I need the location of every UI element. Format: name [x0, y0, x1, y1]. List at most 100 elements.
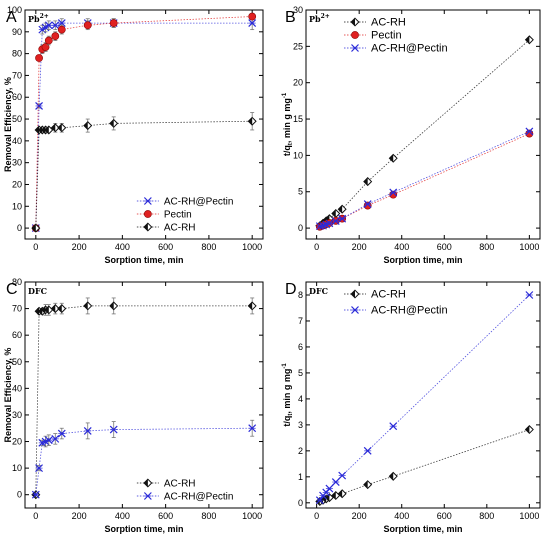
y-axis-title: t/qt, min g mg-1 [282, 92, 294, 156]
data-point [31, 490, 40, 499]
y-tick-label: 90 [12, 27, 22, 37]
data-point [388, 471, 398, 481]
legend-label: AC-RH@Pectin [371, 43, 448, 55]
data-point [247, 301, 257, 311]
legend-label: AC-RH [371, 289, 406, 301]
y-tick-label: 2 [298, 446, 303, 456]
data-point [35, 54, 43, 62]
legend-label: AC-RH@Pectin [371, 305, 448, 317]
y-tick-label: 80 [12, 277, 22, 287]
data-point [389, 190, 398, 199]
x-tick-label: 600 [437, 511, 452, 521]
series-line [35, 305, 253, 495]
data-point [57, 123, 67, 133]
x-tick-label: 0 [314, 511, 319, 521]
y-tick-label: 30 [293, 5, 303, 15]
legend-item: AC-RH [136, 222, 196, 234]
inset-label: Pb2+ [309, 13, 330, 24]
y-tick-label: 50 [12, 114, 22, 124]
x-tick-label: 600 [437, 242, 452, 252]
chart-panel-d: 0 200 400 600 800 1000 0 1 2 3 4 5 6 7 8 Sorption time,… [282, 281, 541, 534]
data-point [363, 177, 373, 187]
data-point [248, 19, 257, 28]
legend-item: AC-RH [344, 17, 406, 29]
data-point [57, 304, 67, 314]
data-point [50, 123, 60, 133]
legend-item: AC-RH@Pectin [344, 305, 448, 317]
legend-label: Pectin [371, 30, 402, 42]
data-point [524, 35, 534, 45]
x-tick-label: 1000 [242, 511, 262, 521]
y-tick-label: 10 [12, 463, 22, 473]
data-point [363, 201, 372, 210]
x-tick-label: 800 [479, 511, 494, 521]
series-ac-rh-pectin [31, 419, 257, 499]
x-axis-title: Sorption time, min [104, 524, 183, 534]
inset-label: DFC [309, 286, 328, 296]
series-ac-rh [31, 297, 257, 500]
x-tick-label: 200 [72, 242, 87, 252]
x-tick-label: 200 [352, 511, 367, 521]
data-point [44, 125, 54, 135]
x-tick-label: 200 [72, 511, 87, 521]
y-tick-label: 80 [12, 49, 22, 59]
series-line [319, 294, 530, 501]
legend: AC-RH AC-RH@Pectin [344, 289, 448, 317]
series-ac-rh-pectin [315, 291, 534, 505]
data-point [525, 291, 534, 299]
series-ac-rh [315, 35, 534, 231]
plot-frame [24, 9, 264, 240]
legend-label: AC-RH [164, 479, 196, 490]
y-tick-label: 40 [12, 383, 22, 393]
data-point [524, 425, 534, 435]
data-point [363, 200, 372, 209]
y-tick-label: 100 [7, 5, 22, 15]
data-point [44, 36, 53, 45]
data-point [315, 496, 324, 505]
y-axis-title: Removal Efficiency, % [3, 77, 13, 172]
y-tick-label: 0 [298, 223, 303, 233]
chart-panel-a: 0 200 400 600 800 1000 0 10 20 30 40 50 60 70 80 90 100 S… [3, 5, 264, 265]
data-point [35, 464, 43, 473]
x-tick-label: 400 [394, 511, 409, 521]
x-tick-label: 0 [33, 242, 38, 252]
y-tick-label: 70 [12, 304, 22, 314]
x-tick-label: 0 [33, 511, 38, 521]
x-tick-label: 600 [158, 511, 173, 521]
inset-label: Pb2+ [28, 13, 49, 24]
legend-label: AC-RH [164, 223, 196, 234]
x-tick-label: 800 [201, 511, 216, 521]
series-ac-rh-pectin [315, 127, 534, 231]
x-axis-title: Sorption time, min [383, 524, 462, 534]
x-axis-title: Sorption time, min [383, 255, 462, 265]
data-point [388, 153, 398, 163]
chart-panel-c: 0 200 400 600 800 1000 0 10 20 30 40 50 60 70 80 Sorpti… [3, 277, 264, 534]
data-point [50, 304, 60, 314]
panel-letter: C [6, 281, 18, 298]
legend-item: Pectin [136, 210, 192, 221]
y-tick-label: 20 [12, 179, 22, 189]
y-axis-title: Removal Efficiency, % [3, 348, 13, 443]
data-point [363, 446, 372, 455]
data-point [51, 21, 60, 30]
data-point [525, 127, 534, 136]
legend-label: AC-RH@Pectin [164, 197, 234, 208]
legend: AC-RH AC-RH@Pectin [136, 478, 233, 503]
legend-marker [351, 31, 359, 39]
y-tick-label: 10 [12, 201, 22, 211]
chart-panel-b: 0 200 400 600 800 1000 0 5 10 15 20 25 30 Sorption ti… [282, 5, 541, 265]
data-point [325, 484, 334, 493]
x-tick-label: 0 [314, 242, 319, 252]
legend-item: AC-RH [344, 289, 406, 301]
data-point [44, 21, 53, 30]
y-tick-label: 20 [12, 437, 22, 447]
series-line [319, 39, 530, 227]
data-point [57, 429, 66, 438]
plot-frame [305, 281, 541, 509]
legend-item: AC-RH@Pectin [136, 197, 234, 208]
legend-item: AC-RH@Pectin [136, 492, 233, 503]
data-point [57, 25, 66, 34]
legend-marker [351, 44, 359, 52]
data-point [363, 480, 373, 490]
